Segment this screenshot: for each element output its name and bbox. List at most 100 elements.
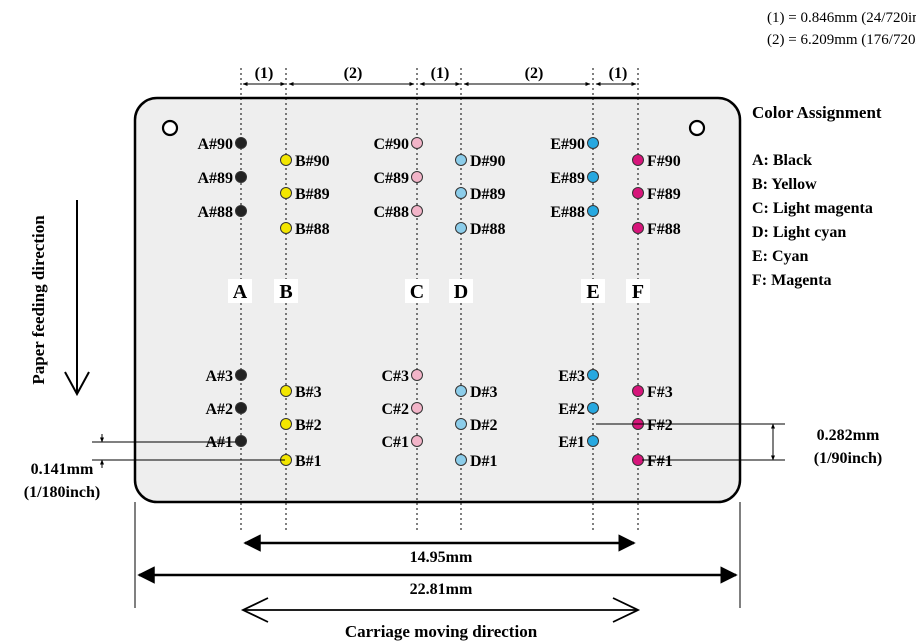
nozzle-label-d-89: D#89	[470, 186, 506, 203]
nozzle-label-a-3: A#3	[205, 368, 233, 385]
nozzle-label-e-2: E#2	[558, 401, 585, 418]
nozzle-label-a-89: A#89	[197, 170, 233, 187]
nozzle-label-e-1: E#1	[558, 434, 585, 451]
row-letter-box-c	[405, 279, 429, 303]
row-letter-a: A	[233, 281, 248, 303]
right-offset-dimension	[596, 423, 785, 461]
nozzle-label-e-3: E#3	[558, 368, 585, 385]
row-letter-box-d	[449, 279, 473, 303]
row-span-label: 14.95mm	[410, 549, 473, 566]
nozzle-label-a-88: A#88	[197, 204, 233, 221]
legend-title: Color Assignment	[752, 103, 882, 122]
nozzle-label-a-90: A#90	[197, 136, 233, 153]
nozzle-f-3	[632, 385, 644, 397]
carriage-direction-arrow	[240, 597, 641, 623]
nozzle-label-b-88: B#88	[295, 221, 330, 238]
nozzle-label-e-89: E#89	[550, 170, 585, 187]
nozzle-d-3	[455, 385, 467, 397]
nozzle-f-88	[632, 222, 644, 234]
row-letter-d: D	[454, 281, 468, 303]
nozzle-label-b-90: B#90	[295, 153, 330, 170]
row-letter-box-a	[228, 279, 252, 303]
nozzle-b-88	[280, 222, 292, 234]
spacing-label-de: (2)	[525, 65, 544, 82]
nozzle-d-90	[455, 154, 467, 166]
nozzle-label-c-2: C#2	[381, 401, 409, 418]
row-letters: A B C D E F	[228, 279, 650, 303]
nozzle-label-b-89: B#89	[295, 186, 330, 203]
nozzle-label-b-3: B#3	[295, 384, 322, 401]
nozzle-label-c-90: C#90	[373, 136, 409, 153]
nozzle-a-1	[235, 435, 247, 447]
legend-item-d: D: Light cyan	[752, 224, 846, 241]
nozzle-label-d-2: D#2	[470, 417, 498, 434]
nozzle-c-89	[411, 171, 423, 183]
nozzle-a-88	[235, 205, 247, 217]
row-letter-b: B	[279, 281, 292, 303]
nozzle-e-90	[587, 137, 599, 149]
row-letter-c: C	[410, 281, 424, 303]
nozzle-c-88	[411, 205, 423, 217]
right-offset-inch: (1/90inch)	[814, 450, 882, 467]
nozzle-label-d-90: D#90	[470, 153, 506, 170]
nozzle-label-d-1: D#1	[470, 453, 498, 470]
legend-item-f: F: Magenta	[752, 272, 832, 289]
nozzle-label-d-3: D#3	[470, 384, 498, 401]
nozzle-d-1	[455, 454, 467, 466]
spacing-label-ab: (1)	[255, 65, 274, 82]
row-letter-f: F	[632, 281, 644, 303]
head-width-label: 22.81mm	[410, 581, 473, 598]
nozzle-e-88	[587, 205, 599, 217]
nozzle-e-2	[587, 402, 599, 414]
legend-item-e: E: Cyan	[752, 248, 809, 265]
nozzle-c-2	[411, 402, 423, 414]
nozzle-label-d-88: D#88	[470, 221, 506, 238]
left-offset-dimension	[92, 434, 285, 468]
nozzle-label-c-88: C#88	[373, 204, 409, 221]
nozzle-c-1	[411, 435, 423, 447]
spacing-label-bc: (2)	[344, 65, 363, 82]
spacing-label-ef: (1)	[609, 65, 628, 82]
mount-hole-left	[161, 119, 179, 137]
row-letter-box-b	[274, 279, 298, 303]
row-letter-box-e	[581, 279, 605, 303]
nozzle-label-e-90: E#90	[550, 136, 585, 153]
nozzle-label-e-88: E#88	[550, 204, 585, 221]
legend-item-c: C: Light magenta	[752, 200, 873, 217]
nozzle-a-2	[235, 402, 247, 414]
nozzle-d-89	[455, 187, 467, 199]
nozzle-f-1	[632, 454, 644, 466]
nozzle-label-a-2: A#2	[205, 401, 233, 418]
nozzle-label-c-89: C#89	[373, 170, 409, 187]
carriage-direction-label: Carriage moving direction	[345, 622, 538, 641]
left-offset-mm: 0.141mm	[31, 461, 94, 478]
nozzle-d-2	[455, 418, 467, 430]
row-letter-e: E	[586, 281, 599, 303]
nozzle-label-b-1: B#1	[295, 453, 322, 470]
mount-hole-right	[688, 119, 706, 137]
nozzle-c-90	[411, 137, 423, 149]
nozzle-a-89	[235, 171, 247, 183]
legend-item-a: A: Black	[752, 152, 812, 169]
nozzle-label-c-1: C#1	[381, 434, 409, 451]
note-spacing-1: (1) = 0.846mm (24/720inch)	[767, 10, 916, 26]
nozzle-b-90	[280, 154, 292, 166]
nozzle-label-b-2: B#2	[295, 417, 322, 434]
nozzle-label-f-3: F#3	[647, 384, 673, 401]
nozzle-e-1	[587, 435, 599, 447]
nozzle-b-3	[280, 385, 292, 397]
nozzle-d-88	[455, 222, 467, 234]
right-offset-mm: 0.282mm	[817, 427, 880, 444]
nozzle-b-2	[280, 418, 292, 430]
nozzle-label-f-89: F#89	[647, 186, 681, 203]
nozzle-label-f-2: F#2	[647, 417, 673, 434]
left-offset-inch: (1/180inch)	[24, 484, 100, 501]
legend-item-b: B: Yellow	[752, 176, 817, 193]
paper-direction-label: Paper feeding direction	[29, 215, 48, 385]
nozzle-label-c-3: C#3	[381, 368, 409, 385]
nozzle-label-f-88: F#88	[647, 221, 681, 238]
nozzle-f-90	[632, 154, 644, 166]
nozzle-label-f-90: F#90	[647, 153, 681, 170]
nozzle-c-3	[411, 369, 423, 381]
